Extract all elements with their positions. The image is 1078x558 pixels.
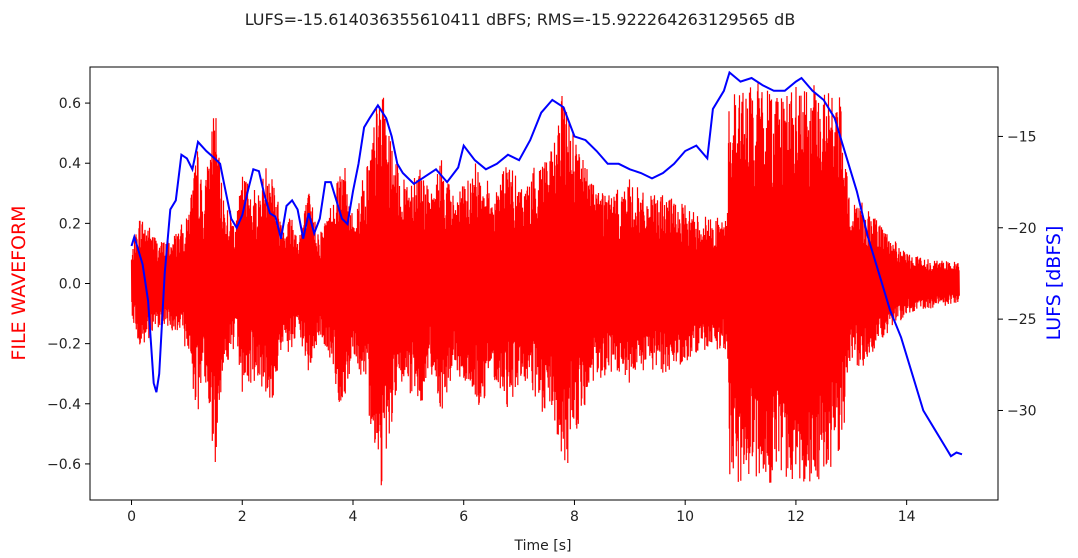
left-tick-label: −0.2 <box>47 337 81 353</box>
right-tick-label: −20 <box>1007 221 1037 237</box>
x-tick-label: 12 <box>787 509 805 525</box>
right-y-axis: −15 −20 −25 −30 <box>998 129 1037 419</box>
left-y-axis: 0.6 0.4 0.2 0.0 −0.2 −0.4 −0.6 <box>47 96 90 473</box>
waveform-line <box>130 83 960 486</box>
lufs-series <box>130 70 963 458</box>
left-tick-label: 0.0 <box>59 277 81 293</box>
right-tick-label: −15 <box>1007 129 1037 145</box>
x-tick-label: 8 <box>570 509 579 525</box>
right-tick-label: −25 <box>1007 312 1037 328</box>
x-axis: 0 2 4 6 8 10 12 14 <box>127 500 916 525</box>
left-tick-label: −0.6 <box>47 457 81 473</box>
lufs-line <box>130 70 963 458</box>
left-tick-label: −0.4 <box>47 397 81 413</box>
right-axis-title: LUFS [dBFS] <box>1043 226 1065 341</box>
left-tick-label: 0.2 <box>59 216 81 232</box>
waveform-series <box>130 83 960 486</box>
left-tick-label: 0.4 <box>59 156 81 172</box>
right-tick-label: −30 <box>1007 403 1037 419</box>
left-axis-title: FILE WAVEFORM <box>8 205 30 360</box>
x-axis-title: Time [s] <box>514 538 572 554</box>
x-tick-label: 4 <box>349 509 358 525</box>
x-tick-label: 0 <box>127 509 136 525</box>
x-tick-label: 14 <box>898 509 916 525</box>
left-tick-label: 0.6 <box>59 96 81 112</box>
x-tick-label: 10 <box>676 509 694 525</box>
x-tick-label: 2 <box>238 509 247 525</box>
chart-title: LUFS=-15.614036355610411 dBFS; RMS=-15.9… <box>245 10 796 29</box>
x-tick-label: 6 <box>459 509 468 525</box>
